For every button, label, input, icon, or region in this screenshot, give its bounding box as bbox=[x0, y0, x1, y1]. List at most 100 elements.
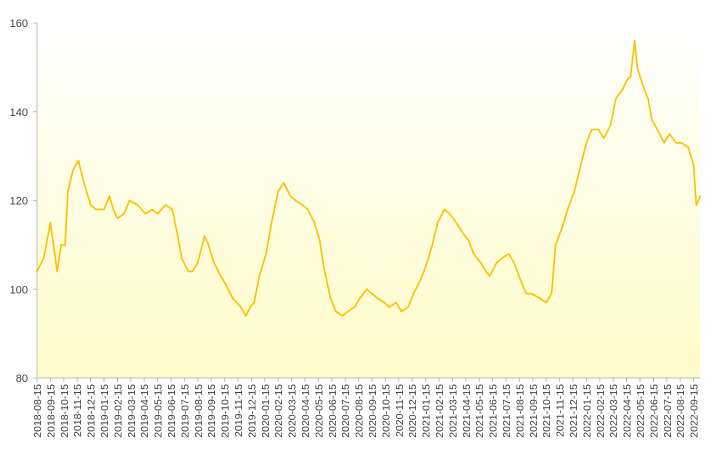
data-point bbox=[479, 261, 482, 264]
x-tick-label: 2018-10-15 bbox=[59, 384, 71, 438]
data-point bbox=[395, 301, 397, 304]
x-tick-label: 2019-05-15 bbox=[153, 384, 165, 438]
x-tick-label: 2019-09-15 bbox=[206, 384, 218, 438]
data-point bbox=[695, 204, 698, 206]
y-tick-label: 160 bbox=[10, 18, 28, 30]
data-point bbox=[301, 204, 304, 206]
x-tick-label: 2022-03-15 bbox=[608, 384, 620, 438]
x-tick-label: 2020-12-15 bbox=[407, 384, 419, 438]
data-point bbox=[636, 66, 639, 69]
data-point bbox=[513, 261, 515, 264]
x-tick-label: 2020-02-15 bbox=[273, 384, 285, 438]
data-point bbox=[365, 288, 368, 291]
x-tick-label: 2020-09-15 bbox=[367, 384, 379, 438]
data-point bbox=[578, 168, 581, 171]
x-tick-label: 2020-06-15 bbox=[327, 384, 339, 438]
x-tick-label: 2022-09-15 bbox=[689, 384, 701, 438]
x-tick-label: 2018-08-15 bbox=[32, 384, 44, 438]
x-tick-label: 2022-02-15 bbox=[595, 384, 607, 438]
data-point bbox=[191, 270, 194, 273]
data-point bbox=[376, 297, 379, 299]
data-point bbox=[67, 190, 69, 193]
data-point bbox=[554, 244, 557, 246]
data-point bbox=[197, 261, 199, 264]
x-tick-label: 2022-08-15 bbox=[675, 384, 687, 438]
data-point bbox=[460, 230, 463, 233]
x-tick-label: 2021-07-15 bbox=[501, 384, 513, 438]
x-tick-label: 2019-02-15 bbox=[112, 384, 124, 438]
data-point bbox=[270, 221, 273, 224]
x-tick-label: 2019-07-15 bbox=[179, 384, 191, 438]
data-point bbox=[231, 297, 234, 299]
data-point bbox=[495, 261, 498, 264]
data-point bbox=[633, 39, 636, 42]
x-tick-label: 2019-06-15 bbox=[166, 384, 178, 438]
data-point bbox=[621, 88, 624, 91]
data-point bbox=[507, 252, 510, 255]
data-point bbox=[566, 208, 569, 211]
y-tick-label: 80 bbox=[16, 373, 28, 385]
data-point bbox=[530, 292, 533, 295]
x-tick-label: 2021-03-15 bbox=[447, 384, 459, 438]
x-tick-label: 2018-12-15 bbox=[86, 384, 98, 438]
x-tick-label: 2022-04-15 bbox=[622, 384, 634, 438]
data-point bbox=[203, 235, 206, 237]
x-tick-label: 2022-07-15 bbox=[662, 384, 674, 438]
data-point bbox=[443, 208, 446, 211]
x-tick-label: 2018-09-15 bbox=[45, 384, 57, 438]
x-tick-label: 2020-03-15 bbox=[287, 384, 299, 438]
data-point bbox=[629, 75, 632, 78]
data-point bbox=[668, 133, 671, 135]
data-point bbox=[128, 199, 131, 202]
data-point bbox=[136, 204, 139, 206]
data-point bbox=[455, 221, 458, 224]
x-tick-label: 2021-06-15 bbox=[488, 384, 500, 438]
x-tick-label: 2019-11-15 bbox=[233, 384, 245, 437]
data-point bbox=[687, 146, 690, 149]
data-point bbox=[400, 310, 403, 313]
data-point bbox=[371, 292, 373, 295]
data-point bbox=[680, 142, 683, 144]
data-point bbox=[219, 275, 222, 277]
data-point bbox=[164, 204, 167, 206]
data-point bbox=[388, 306, 391, 308]
data-point bbox=[407, 306, 409, 308]
data-point bbox=[597, 128, 600, 131]
x-tick-label: 2019-08-15 bbox=[193, 384, 205, 438]
x-tick-label: 2021-02-15 bbox=[434, 384, 446, 438]
data-point bbox=[77, 159, 80, 162]
x-tick-label: 2020-05-15 bbox=[313, 384, 325, 438]
data-point bbox=[335, 310, 337, 313]
data-point bbox=[103, 208, 105, 211]
x-tick-label: 2020-11-15 bbox=[394, 384, 406, 437]
data-point bbox=[42, 257, 45, 259]
x-tick-label: 2021-01-15 bbox=[421, 384, 433, 438]
data-point bbox=[239, 306, 242, 308]
data-point bbox=[313, 221, 316, 224]
data-point bbox=[625, 79, 628, 82]
data-point bbox=[699, 195, 702, 197]
data-point bbox=[116, 217, 119, 220]
data-point bbox=[95, 208, 97, 211]
data-point bbox=[609, 124, 612, 126]
x-tick-label: 2022-05-15 bbox=[635, 384, 647, 438]
data-point bbox=[436, 221, 439, 224]
data-point bbox=[590, 128, 593, 131]
data-point bbox=[647, 97, 649, 100]
data-point bbox=[289, 195, 292, 197]
data-point bbox=[341, 315, 344, 317]
data-point bbox=[294, 199, 297, 202]
x-tick-label: 2022-01-15 bbox=[581, 384, 593, 438]
data-point bbox=[258, 275, 261, 277]
x-tick-label: 2021-05-15 bbox=[474, 384, 486, 438]
data-point bbox=[322, 266, 325, 268]
data-point bbox=[329, 297, 332, 299]
x-tick-label: 2020-04-15 bbox=[300, 384, 312, 438]
x-tick-label: 2019-04-15 bbox=[139, 384, 151, 438]
data-point bbox=[171, 208, 174, 211]
x-tick-label: 2020-07-15 bbox=[340, 384, 352, 438]
data-point bbox=[359, 297, 361, 299]
x-tick-label: 2021-08-15 bbox=[514, 384, 526, 438]
x-tick-label: 2021-10-15 bbox=[541, 384, 553, 438]
